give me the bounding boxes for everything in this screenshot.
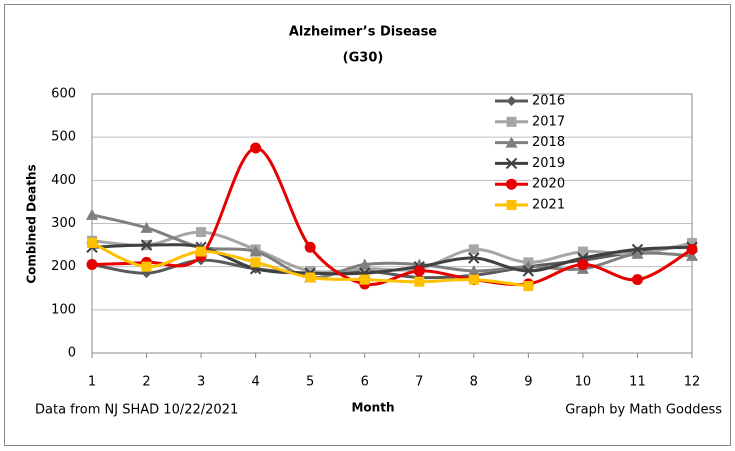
y-tick-label: 500 — [51, 130, 76, 145]
credit-note: Graph by Math Goddess — [565, 403, 722, 418]
marker — [305, 272, 316, 283]
marker — [631, 243, 644, 256]
x-tick-label: 6 — [361, 375, 369, 390]
y-tick-label: 100 — [51, 302, 76, 317]
x-tick-label: 1 — [88, 375, 96, 390]
legend-label: 2018 — [532, 135, 565, 150]
y-tick-label: 600 — [51, 87, 76, 102]
marker — [468, 252, 480, 264]
marker — [523, 281, 534, 292]
marker — [468, 244, 479, 255]
marker — [577, 246, 588, 257]
y-tick-label: 200 — [51, 259, 76, 274]
x-tick-label: 12 — [684, 375, 701, 390]
x-tick-label: 4 — [251, 375, 259, 390]
x-tick-label: 2 — [142, 375, 150, 390]
legend-label: 2021 — [532, 198, 565, 213]
x-tick-label: 3 — [197, 375, 205, 390]
marker — [506, 96, 517, 106]
marker — [467, 264, 480, 276]
marker — [505, 136, 518, 148]
legend-label: 2019 — [532, 156, 565, 171]
marker — [359, 274, 370, 285]
marker — [250, 142, 262, 154]
marker — [196, 227, 207, 238]
marker — [631, 274, 643, 286]
source-note: Data from NJ SHAD 10/22/2021 — [35, 403, 238, 418]
marker — [686, 249, 698, 261]
x-tick-label: 8 — [470, 375, 478, 390]
x-tick-label: 5 — [306, 375, 314, 390]
marker — [506, 116, 517, 127]
marker — [687, 237, 697, 248]
marker — [140, 221, 153, 233]
marker — [249, 245, 262, 257]
marker — [505, 157, 518, 170]
marker — [522, 265, 535, 277]
marker — [305, 265, 316, 276]
marker — [304, 241, 316, 253]
x-tick-label: 10 — [575, 375, 592, 390]
y-tick-label: 400 — [51, 173, 76, 188]
x-tick-label: 11 — [629, 375, 646, 390]
marker — [414, 276, 425, 287]
x-axis-label: Month — [351, 401, 394, 415]
y-tick-label: 0 — [68, 346, 76, 361]
marker — [631, 247, 644, 259]
marker — [577, 259, 589, 271]
legend-label: 2016 — [532, 94, 565, 109]
y-tick-label: 300 — [51, 216, 76, 231]
y-axis-label: Combined Deaths — [25, 164, 39, 283]
marker — [86, 259, 98, 271]
marker — [468, 274, 479, 285]
x-tick-label: 7 — [415, 375, 423, 390]
marker — [86, 208, 98, 220]
marker — [87, 237, 97, 248]
chart-frame — [4, 4, 731, 446]
marker — [506, 178, 517, 190]
legend-label: 2020 — [532, 177, 565, 192]
marker — [141, 261, 152, 272]
marker — [196, 246, 207, 257]
legend-label: 2017 — [532, 114, 565, 129]
marker — [358, 258, 371, 270]
marker — [413, 265, 425, 277]
series-line — [91, 243, 693, 276]
chart-title: Alzheimer’s Disease — [289, 25, 437, 40]
marker — [250, 257, 261, 268]
x-tick-label: 9 — [524, 375, 532, 390]
marker — [686, 243, 698, 255]
marker — [140, 239, 153, 251]
chart-subtitle: (G30) — [343, 51, 384, 66]
marker — [506, 200, 517, 210]
plot-frame — [91, 93, 693, 354]
